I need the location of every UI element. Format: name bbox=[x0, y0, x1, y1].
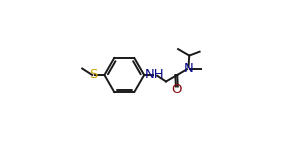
Text: N: N bbox=[184, 62, 193, 75]
Text: O: O bbox=[172, 83, 182, 96]
Text: NH: NH bbox=[145, 69, 165, 81]
Text: S: S bbox=[89, 69, 98, 81]
